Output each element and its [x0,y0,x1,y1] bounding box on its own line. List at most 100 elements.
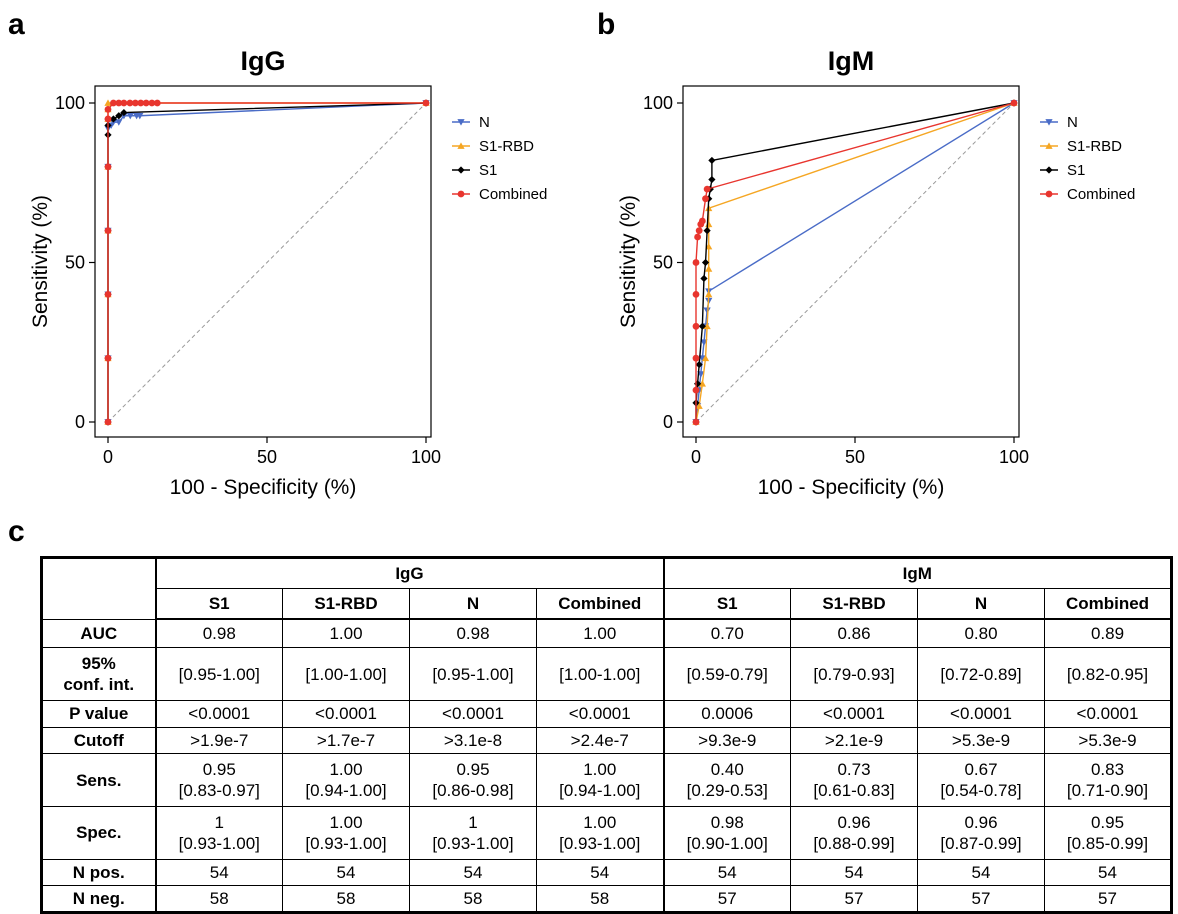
legend-item-combined: Combined [1040,186,1135,203]
table-cell: >3.1e-8 [409,726,537,755]
data-point [104,115,112,123]
plot-frame [682,85,1020,438]
data-point [692,386,700,394]
column-header: S1 [663,587,791,621]
x-tick-label: 100 [411,447,441,467]
legend-marker [1045,142,1053,149]
data-point [422,99,430,107]
table-cell: 54 [790,858,918,887]
table-cell: <0.0001 [409,700,537,728]
panel-label-a: a [8,8,25,41]
data-point [698,217,706,225]
column-header: Combined [536,587,665,621]
column-header: S1-RBD [790,587,918,621]
data-point [695,402,703,409]
data-point [701,354,710,362]
table-cell: 1 [0.93-1.00] [409,806,537,860]
table-cell: 57 [790,885,918,913]
table-cell: 54 [536,858,665,887]
table-cell: 0.40 [0.29-0.53] [663,753,791,808]
table-cell: 1.00 [0.93-1.00] [536,806,665,860]
table-cell: 0.83 [0.71-0.90] [1044,753,1172,808]
table-cell: >2.4e-7 [536,726,665,755]
reference-diagonal [695,102,1015,423]
panel-label-b: b [597,8,616,41]
legend: N S1-RBD S1 Combined [452,114,547,203]
table-row: N neg. 58 58 58 58 57 57 57 57 [41,885,1172,913]
legend-marker [457,190,465,198]
x-tick-label: 50 [257,447,277,467]
row-header: 95% conf. int. [41,647,157,702]
legend-item-n: N [452,114,490,131]
table-cell: <0.0001 [790,700,918,728]
data-point [692,418,700,426]
data-point [703,307,711,314]
table-cell: 54 [282,858,410,887]
row-header: AUC [41,618,157,649]
data-point [1010,99,1018,107]
data-point [104,418,112,426]
data-point [692,291,700,298]
data-point [693,380,702,388]
data-point [115,99,123,107]
table-cell: <0.0001 [282,700,410,728]
data-point [109,115,118,123]
table-cell: 1.00 [536,618,665,649]
table-cell: 57 [917,885,1045,913]
row-header: Sens. [41,753,157,808]
data-point [692,259,700,266]
data-point [104,163,112,171]
legend-label: S1-RBD [1067,138,1122,155]
data-point [104,227,112,235]
table-cell: 0.95 [0.83-0.97] [155,753,283,808]
data-point [131,99,139,107]
table-cell: 1 [0.93-1.00] [155,806,283,860]
data-point [136,112,144,120]
table-cell: [0.72-0.89] [917,647,1045,702]
table-cell: 58 [155,885,283,913]
table-cell: >5.3e-9 [917,726,1045,755]
table-cell: 0.86 [790,618,918,649]
legend-label: S1 [479,162,497,179]
table-cell: 0.70 [663,618,791,649]
table-cell: 1.00 [0.93-1.00] [282,806,410,860]
table-cell: 1.00 [0.94-1.00] [536,753,665,808]
data-point [695,227,703,235]
reference-diagonal [107,102,427,423]
table-column-header-row: S1 S1-RBD N Combined S1 S1-RBD N Combined [42,587,1172,621]
legend-marker [457,119,465,126]
table-cell: 0.0006 [663,700,791,728]
table-cell: [0.59-0.79] [663,647,791,702]
data-point [115,119,123,126]
data-point [700,274,708,283]
column-header: S1-RBD [282,587,410,621]
table-cell: 58 [282,885,410,913]
x-tick-label: 100 [999,447,1029,467]
y-tick-label: 50 [653,253,673,273]
data-point [703,227,711,235]
table-cell: 0.95 [0.85-0.99] [1044,806,1172,860]
y-tick-label: 100 [643,93,673,113]
data-point [148,99,156,107]
table-row: Spec. 1 [0.93-1.00] 1.00 [0.93-1.00] 1 [0.93-1… [41,806,1172,860]
data-point [703,185,711,193]
legend-label: Combined [479,186,547,203]
table-row: P value <0.0001 <0.0001 <0.0001 <0.0001 0.000… [41,700,1172,728]
stats-table: IgG IgM S1 S1-RBD N Combined S1 S1-RBD N Combined… [40,556,1173,914]
data-point [104,105,112,113]
data-point [692,322,700,330]
legend-item-combined: Combined [452,186,547,203]
legend-marker [1045,190,1053,198]
y-tick-label: 0 [663,412,673,432]
table-cell: 54 [917,858,1045,887]
table-cell: >9.3e-9 [663,726,791,755]
legend-item-s1-rbd: S1-RBD [452,138,534,155]
table-cell: 1.00 [0.94-1.00] [282,753,410,808]
legend-item-s1: S1 [452,162,497,179]
group-header-igg: IgG [155,557,665,589]
data-point [692,354,700,362]
group-header-igm: IgM [663,557,1172,589]
table-cell: 54 [663,858,791,887]
table-cell: 54 [1044,858,1172,887]
table-cell: [1.00-1.00] [282,647,410,702]
